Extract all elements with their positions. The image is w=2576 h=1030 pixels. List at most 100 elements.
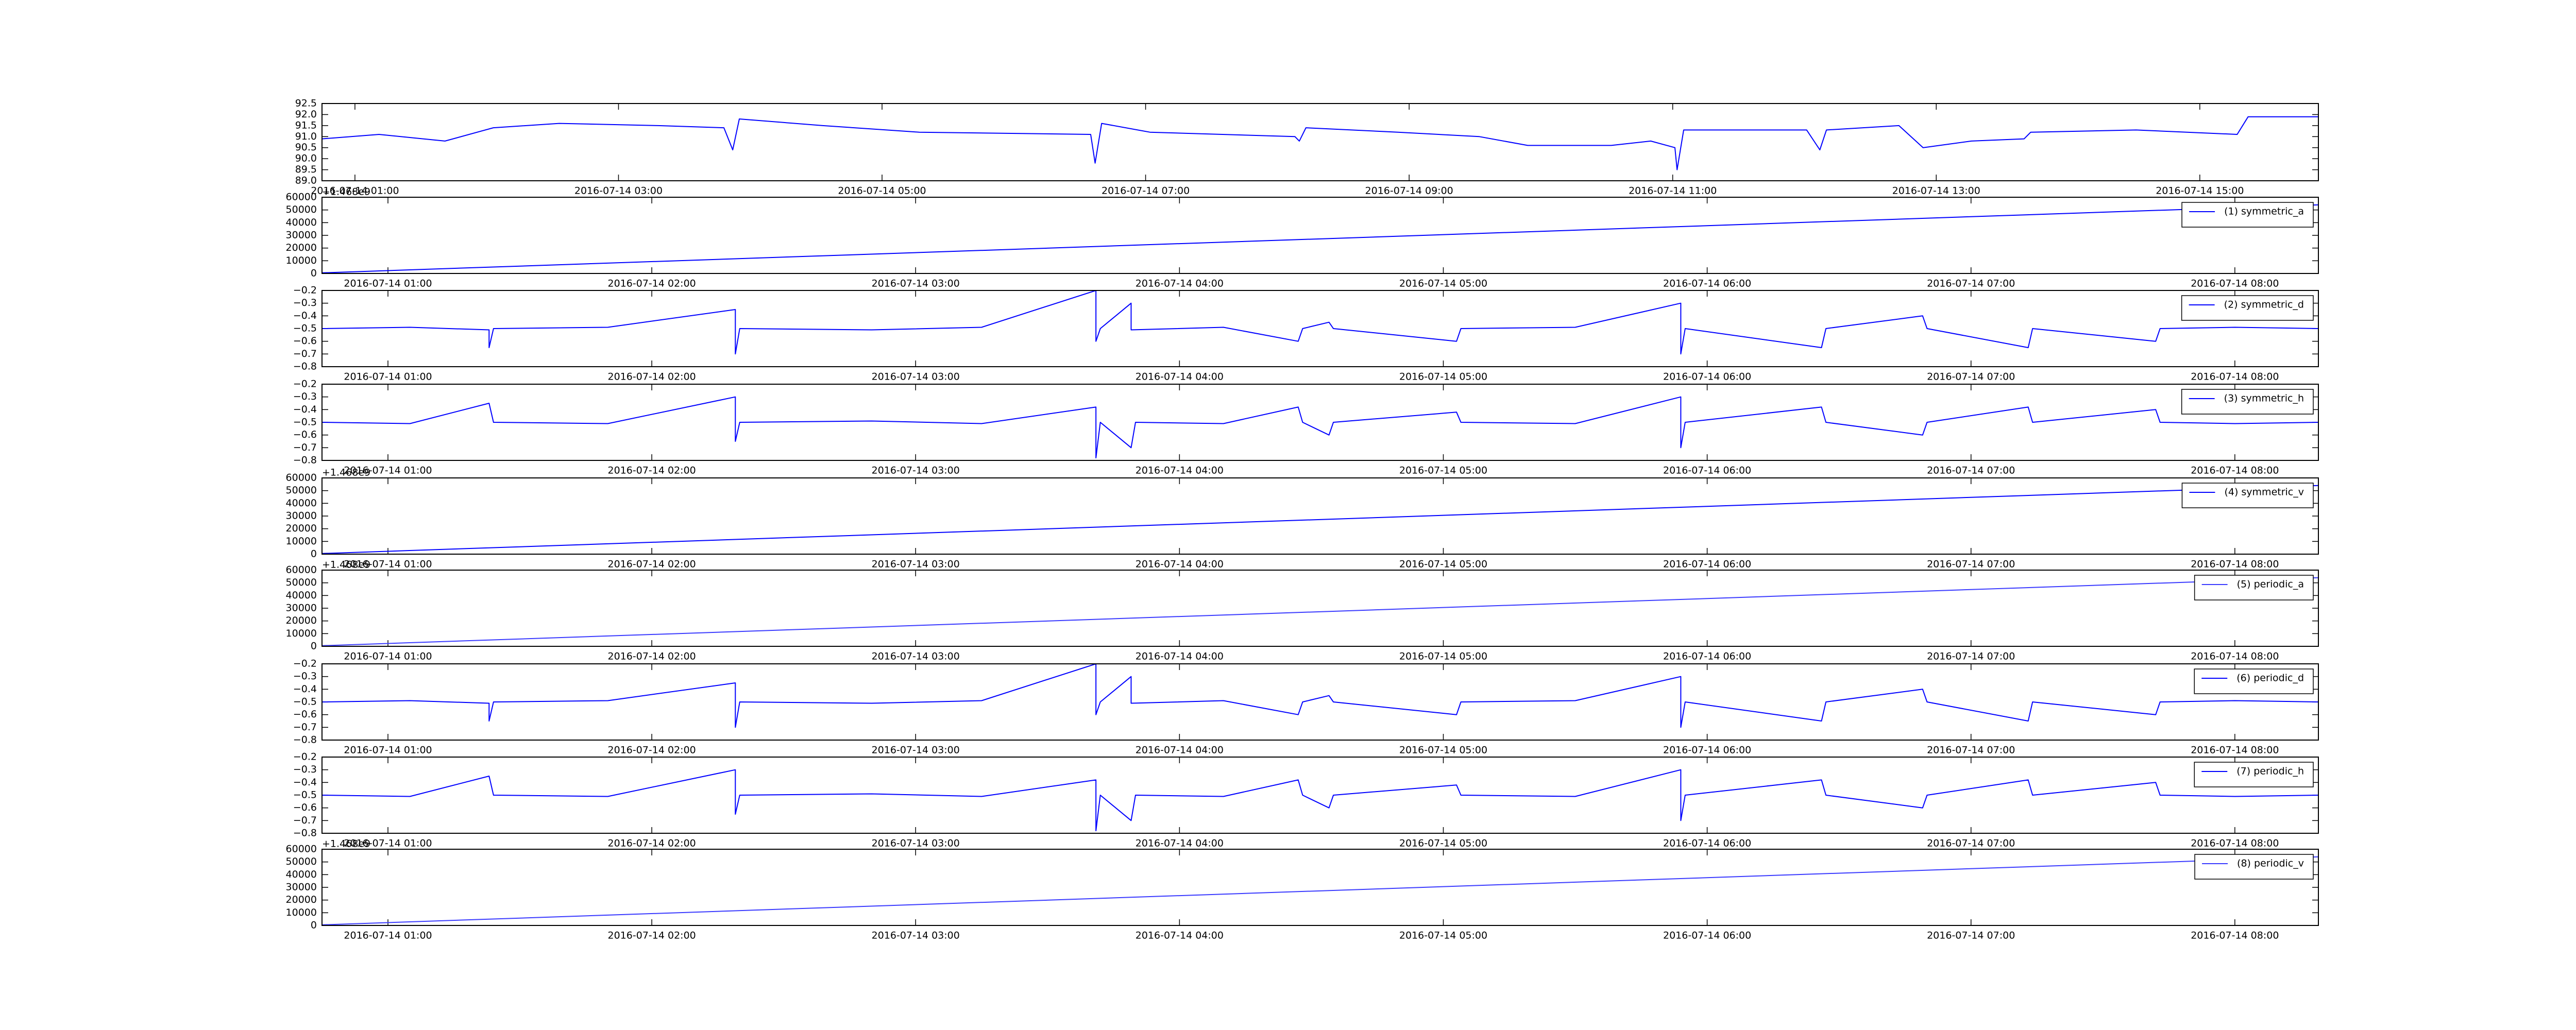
legend-label: (8) periodic_v: [2237, 858, 2304, 869]
y-tick-label: −0.3: [293, 391, 317, 402]
y-tick-label: 60000: [286, 192, 317, 203]
legend: (2) symmetric_d: [2181, 295, 2314, 321]
legend-box: [2181, 483, 2314, 508]
y-tick-label: −0.5: [293, 696, 317, 708]
subplot: 01000020000300004000050000600002016-07-1…: [286, 186, 2319, 289]
y-tick-label: −0.3: [293, 297, 317, 308]
x-tick-label: 2016-07-14 01:00: [344, 559, 432, 570]
axes-frame: [321, 384, 2319, 461]
data-line: [322, 396, 2318, 459]
x-tick-label: 2016-07-14 05:00: [1399, 278, 1487, 289]
y-tick-label: 40000: [286, 497, 317, 509]
y-tick-label: −0.3: [293, 671, 317, 682]
x-tick-label: 2016-07-14 07:00: [1927, 559, 2015, 570]
data-line: [322, 769, 2318, 832]
x-tick-label: 2016-07-14 02:00: [608, 278, 696, 289]
x-tick-label: 2016-07-14 08:00: [2191, 651, 2279, 662]
x-tick-label: 2016-07-14 04:00: [1136, 278, 1224, 289]
legend-label: (3) symmetric_h: [2224, 393, 2304, 404]
y-tick-label: 91.5: [295, 119, 317, 131]
x-tick-label: 2016-07-14 01:00: [311, 185, 399, 197]
y-tick-label: 10000: [286, 536, 317, 547]
legend-box: [2194, 668, 2314, 694]
x-tick-label: 2016-07-14 02:00: [608, 371, 696, 383]
plot-area: [322, 769, 2318, 832]
legend: (5) periodic_a: [2194, 575, 2314, 600]
y-tick-label: −0.6: [293, 709, 317, 720]
x-tick-label: 2016-07-14 02:00: [608, 465, 696, 476]
x-tick-label: 2016-07-14 05:00: [1399, 930, 1487, 941]
y-tick-label: −0.2: [293, 379, 317, 390]
x-tick-label: 2016-07-14 07:00: [1927, 371, 2015, 383]
subplot: 01000020000300004000050000600002016-07-1…: [286, 467, 2319, 570]
legend-label: (2) symmetric_d: [2224, 299, 2304, 311]
x-tick-label: 2016-07-14 05:00: [1399, 371, 1487, 383]
y-tick-label: −0.7: [293, 442, 317, 453]
x-tick-label: 2016-07-14 02:00: [608, 559, 696, 570]
legend-box: [2194, 762, 2314, 787]
x-tick-label: 2016-07-14 03:00: [574, 185, 663, 197]
y-tick-label: −0.5: [293, 789, 317, 801]
y-tick-label: 20000: [286, 615, 317, 626]
x-tick-label: 2016-07-14 06:00: [1663, 371, 1751, 383]
y-tick-label: 89.5: [295, 164, 317, 175]
y-tick-label: 89.0: [295, 175, 317, 186]
axes-frame: [321, 849, 2319, 926]
legend: (1) symmetric_a: [2181, 202, 2314, 228]
y-tick-label: 20000: [286, 523, 317, 534]
x-tick-label: 2016-07-14 03:00: [872, 651, 960, 662]
x-tick-label: 2016-07-14 01:00: [344, 651, 432, 662]
x-tick-label: 2016-07-14 02:00: [608, 930, 696, 941]
plot-area: [322, 485, 2318, 554]
y-tick-label: 92.0: [295, 109, 317, 120]
x-tick-label: 2016-07-14 03:00: [872, 465, 960, 476]
x-tick-label: 2016-07-14 01:00: [344, 838, 432, 849]
y-tick-label: −0.6: [293, 429, 317, 440]
y-tick-label: −0.2: [293, 751, 317, 763]
subplot: 89.089.590.090.591.091.592.092.5 2016-07-…: [295, 98, 2319, 197]
legend-box: [2181, 295, 2314, 321]
y-tick-label: −0.7: [293, 348, 317, 359]
x-tick-label: 2016-07-14 04:00: [1136, 465, 1224, 476]
x-tick-label: 2016-07-14 01:00: [344, 465, 432, 476]
plot-area: [322, 204, 2318, 273]
data-line: [322, 116, 2318, 170]
plot-area: [322, 856, 2318, 925]
y-tick-label: 10000: [286, 907, 317, 918]
y-tick-label: 50000: [286, 485, 317, 496]
y-tick-label: 90.0: [295, 153, 317, 164]
y-tick-label: −0.8: [293, 734, 317, 746]
data-line: [322, 485, 2318, 554]
y-tick-label: −0.2: [293, 285, 317, 296]
x-tick-label: 2016-07-14 09:00: [1365, 185, 1453, 197]
y-tick-label: −0.8: [293, 828, 317, 839]
x-tick-label: 2016-07-14 06:00: [1663, 930, 1751, 941]
x-tick-label: 2016-07-14 04:00: [1136, 930, 1224, 941]
y-tick-label: 60000: [286, 472, 317, 484]
y-tick-label: 60000: [286, 564, 317, 576]
x-tick-label: 2016-07-14 06:00: [1663, 745, 1751, 756]
axes-frame: [321, 570, 2319, 647]
y-tick-label: 91.0: [295, 131, 317, 142]
x-tick-label: 2016-07-14 04:00: [1136, 651, 1224, 662]
x-tick-label: 2016-07-14 06:00: [1663, 838, 1751, 849]
plot-area: [322, 116, 2318, 170]
y-tick-label: 10000: [286, 255, 317, 266]
x-tick-label: 2016-07-14 06:00: [1663, 278, 1751, 289]
legend-label: (6) periodic_d: [2236, 673, 2304, 684]
axes-frame: [321, 757, 2319, 834]
x-tick-label: 2016-07-14 05:00: [1399, 838, 1487, 849]
x-tick-label: 2016-07-14 08:00: [2191, 838, 2279, 849]
x-tick-label: 2016-07-14 07:00: [1927, 930, 2015, 941]
x-tick-label: 2016-07-14 03:00: [872, 278, 960, 289]
legend: (8) periodic_v: [2194, 854, 2314, 880]
y-tick-label: 90.5: [295, 142, 317, 153]
y-tick-label: −0.8: [293, 455, 317, 466]
x-tick-label: 2016-07-14 01:00: [344, 930, 432, 941]
legend: (3) symmetric_h: [2181, 389, 2314, 415]
y-tick-label: 40000: [286, 217, 317, 228]
x-tick-label: 2016-07-14 05:00: [1399, 745, 1487, 756]
